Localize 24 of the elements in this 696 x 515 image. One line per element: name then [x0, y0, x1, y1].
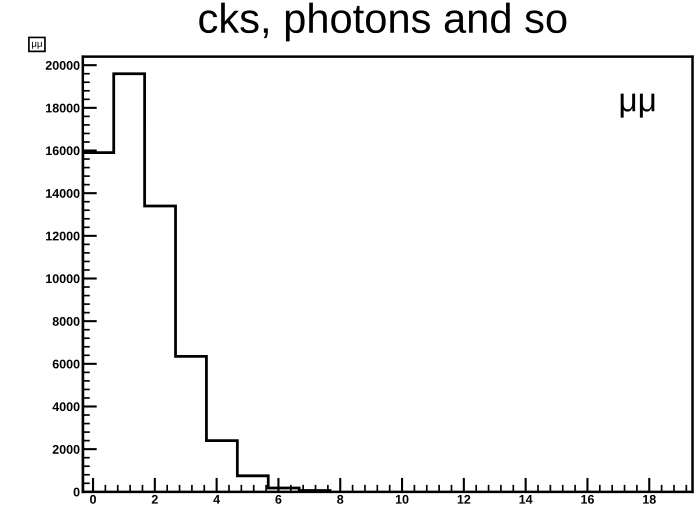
- y-tick-label: 6000: [52, 360, 80, 368]
- text: cks, photons and so: [199, 2, 566, 42]
- x-tick-label: 16: [581, 494, 594, 504]
- y-tick-label: 20000: [46, 60, 80, 70]
- x-tick-label: 0: [90, 494, 96, 504]
- y-tick-label: 14000: [46, 188, 80, 198]
- x-tick-label: 12: [458, 494, 470, 504]
- annotation: μμ: [620, 94, 654, 118]
- y-tick-label: 2000: [52, 444, 80, 454]
- x-tick-label: 6: [275, 494, 282, 504]
- x-tick-label: 2: [152, 494, 158, 504]
- x-tick-label: 10: [396, 494, 408, 504]
- x-tick-label: 4: [213, 495, 220, 504]
- y-tick-label: 0: [74, 488, 80, 496]
- x-tick-label: 14: [519, 495, 533, 504]
- y-tick-label: 4000: [52, 402, 80, 412]
- y-tick-label: 10000: [46, 274, 80, 284]
- y-tick-label: 12000: [46, 232, 80, 240]
- y-tick-label: 18000: [46, 104, 80, 112]
- y-tick-label: 16000: [46, 146, 80, 156]
- x-tick-label: 8: [337, 494, 344, 504]
- y-tick-label: 8000: [52, 316, 80, 326]
- chart-title: μμ: [32, 42, 42, 49]
- x-tick-label: 18: [643, 494, 656, 504]
